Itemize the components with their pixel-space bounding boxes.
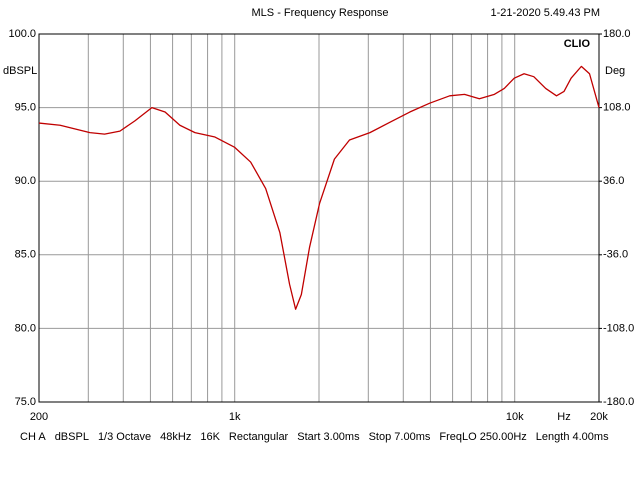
footer-item: FreqLO 250.00Hz (439, 431, 526, 443)
footer-item: Length 4.00ms (536, 431, 609, 443)
footer-item: 1/3 Octave (98, 431, 151, 443)
plot-frame (38, 33, 600, 403)
y-tick-label: 95.0 (15, 102, 36, 114)
y-tick-label: 100.0 (8, 28, 36, 40)
y2-tick-label: -180.0 (603, 396, 634, 408)
footer-item: Stop 7.00ms (369, 431, 431, 443)
footer-item: 48kHz (160, 431, 191, 443)
y-tick-label: 75.0 (15, 396, 36, 408)
y2-axis-label: Deg (605, 65, 625, 77)
footer-item: 16K (200, 431, 220, 443)
y-axis-label: dBSPL (3, 65, 37, 77)
y2-tick-label: 36.0 (603, 175, 624, 187)
y2-tick-label: -108.0 (603, 322, 634, 334)
y-tick-label: 85.0 (15, 249, 36, 261)
y2-tick-label: 108.0 (603, 102, 631, 114)
footer-item: Start 3.00ms (297, 431, 360, 443)
brand: CLIO (564, 38, 591, 50)
timestamp: 1-21-2020 5.49.43 PM (491, 7, 600, 19)
chart-title: MLS - Frequency Response (252, 7, 389, 19)
y2-tick-label: -36.0 (603, 249, 628, 261)
y2-tick-label: 180.0 (603, 28, 631, 40)
response-curve (38, 65, 600, 310)
x-tick-label: 10k (506, 411, 524, 423)
x-tick-label: 1k (229, 411, 241, 423)
x-axis-label: Hz (557, 411, 570, 423)
x-tick-label: 20k (590, 411, 608, 423)
x-tick-label: 200 (30, 411, 48, 423)
y-tick-label: 80.0 (15, 322, 36, 334)
y-tick-label: 90.0 (15, 175, 36, 187)
footer-item: CH A (20, 431, 46, 443)
footer-item: Rectangular (229, 431, 289, 443)
footer-item: dBSPL (55, 431, 89, 443)
